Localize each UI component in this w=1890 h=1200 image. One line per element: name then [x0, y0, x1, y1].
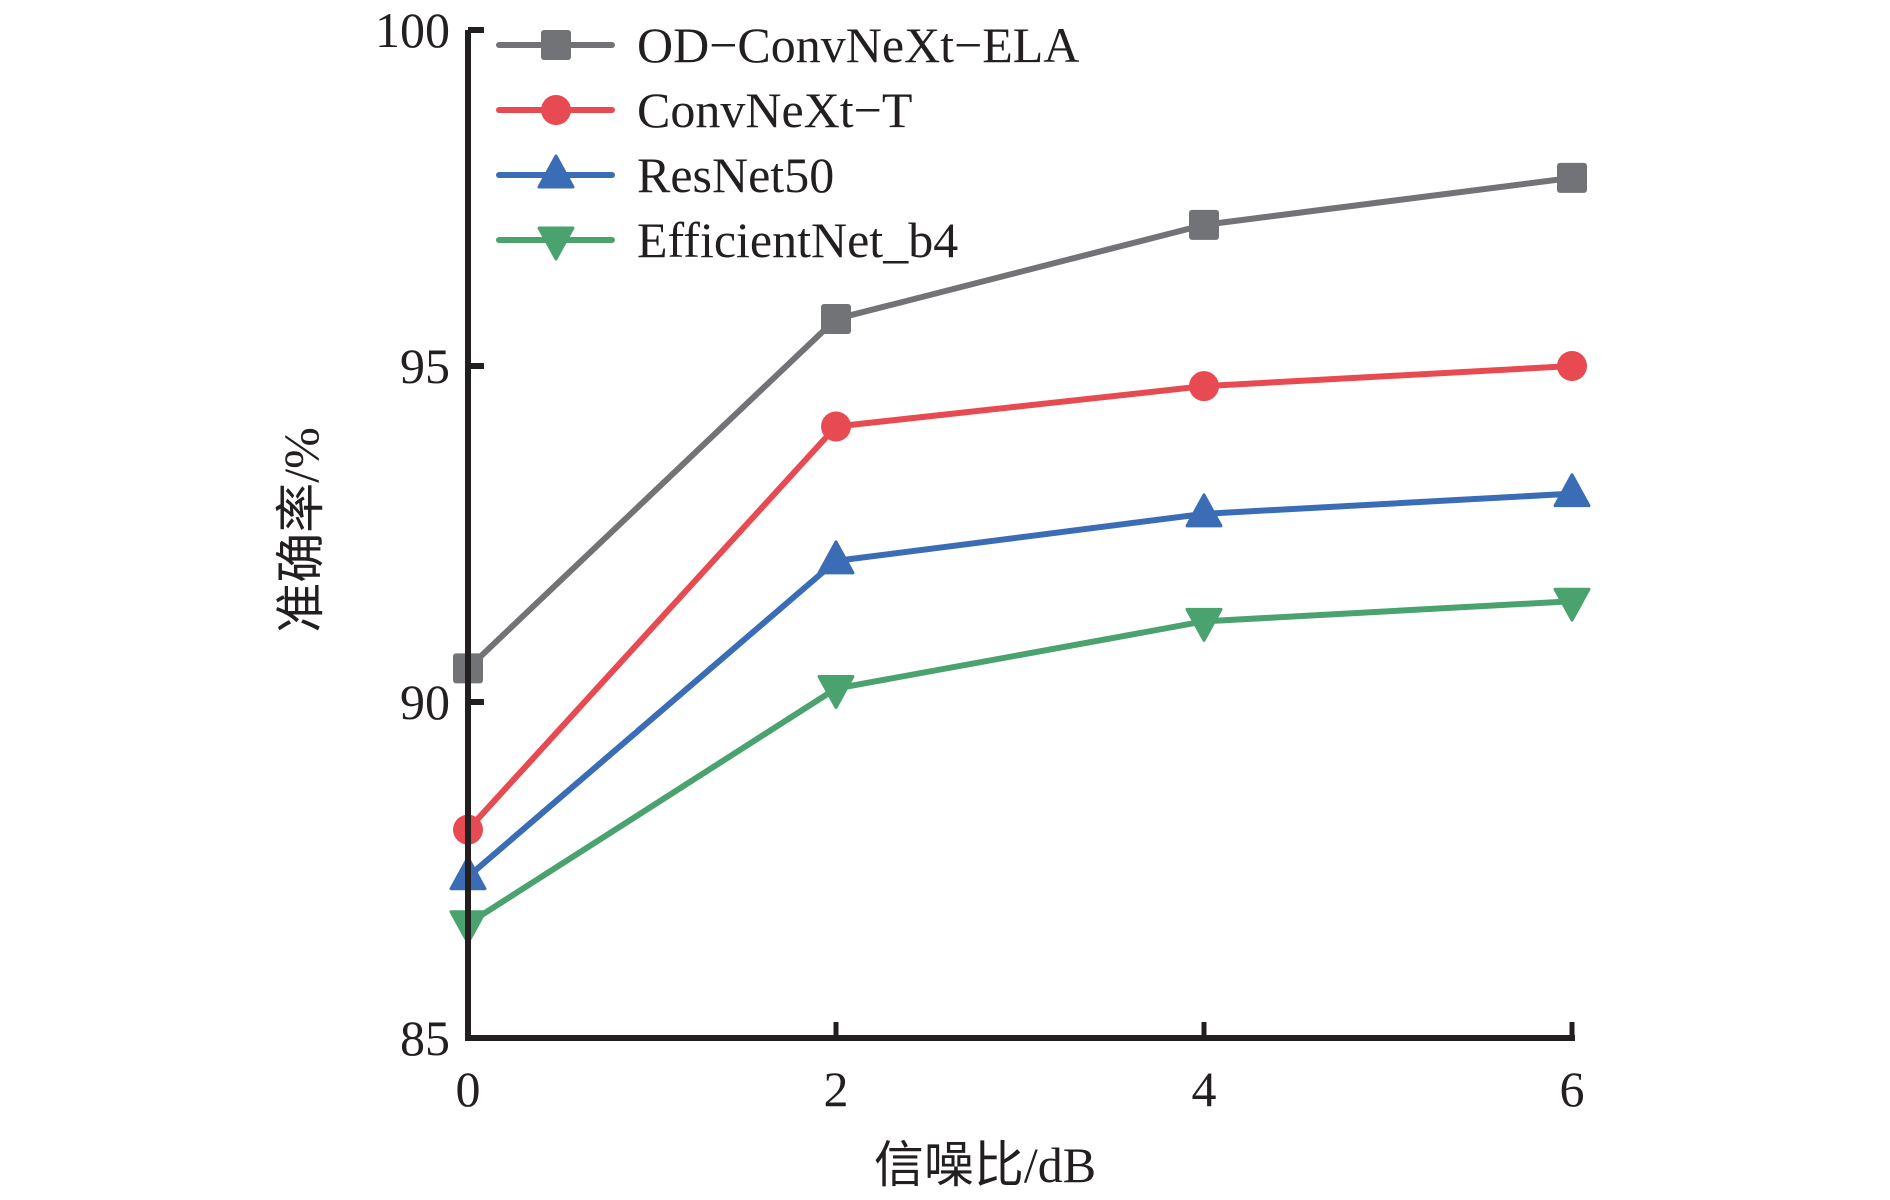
- y-tick-label: 90: [400, 674, 450, 730]
- data-point-resnet50: [1553, 473, 1591, 508]
- ticks: 85 90 95 100 0 2 4 6: [375, 2, 1585, 1117]
- legend-marker-efficientnet-b4: [537, 226, 575, 261]
- legend-label-od-convnext-ela: OD−ConvNeXt−ELA: [637, 17, 1079, 73]
- y-axis-title: 准确率/%: [273, 427, 329, 633]
- legend-label-convnext-t: ConvNeXt−T: [637, 82, 912, 138]
- series-line-resnet50: [466, 490, 1573, 879]
- data-point-resnet50: [817, 540, 855, 575]
- legend: OD−ConvNeXt−ELA ConvNeXt−T ResNet50 Efficie…: [496, 17, 1079, 268]
- data-point-resnet50: [1185, 493, 1223, 528]
- legend-label-efficientnet-b4: EfficientNet_b4: [637, 212, 958, 268]
- y-tick-label: 85: [400, 1010, 450, 1066]
- x-tick-label: 2: [824, 1061, 849, 1117]
- series-line-convnext-t: [465, 363, 1573, 832]
- legend-marker-resnet50: [537, 154, 575, 189]
- data-point-efficientnet-b4: [1553, 587, 1591, 622]
- axes: [465, 30, 1575, 1041]
- legend-label-resnet50: ResNet50: [637, 147, 834, 203]
- data-point-convnext-t: [1557, 351, 1587, 381]
- series-layer: [449, 162, 1591, 945]
- legend-marker-od-convnext-ela: [541, 30, 571, 60]
- legend-marker-convnext-t: [541, 95, 571, 125]
- series-line-efficientnet-b4: [466, 598, 1573, 927]
- data-point-convnext-t: [1189, 371, 1219, 402]
- x-tick-label: 4: [1192, 1061, 1217, 1117]
- data-point-od-convnext-ela: [821, 303, 851, 334]
- series-line-od-convnext-ela: [465, 174, 1573, 671]
- x-axis-title: 信噪比/dB: [874, 1137, 1096, 1193]
- data-point-convnext-t: [821, 411, 851, 442]
- data-point-efficientnet-b4: [1185, 607, 1223, 642]
- x-tick-label: 6: [1560, 1061, 1585, 1117]
- data-point-efficientnet-b4: [817, 675, 855, 710]
- y-tick-label: 95: [400, 338, 450, 394]
- x-tick-label: 0: [456, 1061, 481, 1117]
- data-point-od-convnext-ela: [1189, 209, 1219, 240]
- y-tick-label: 100: [375, 2, 450, 58]
- data-point-od-convnext-ela: [1557, 162, 1587, 193]
